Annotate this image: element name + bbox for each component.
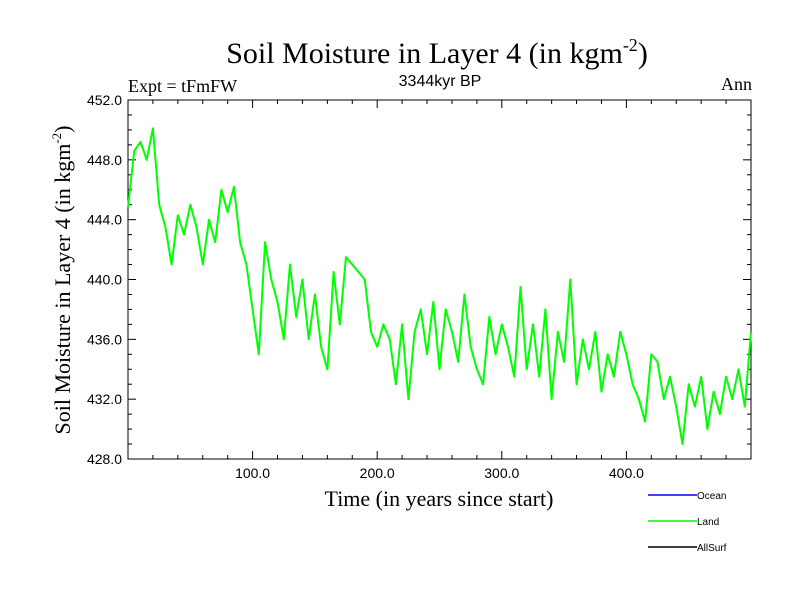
x-tick-label: 200.0 [360,465,395,481]
y-tick-label: 448.0 [87,152,122,168]
chart-title-main: Soil Moisture in Layer 4 (in kgm [226,37,623,70]
axis-ticks [128,100,751,459]
y-tick-label: 452.0 [87,92,122,108]
chart-title-sup: -2 [623,35,638,55]
experiment-label: Expt = tFmFW [128,76,237,96]
y-tick-label: 428.0 [87,451,122,467]
x-tick-label: 100.0 [235,465,270,481]
x-tick-label: 300.0 [484,465,519,481]
legend-label-ocean: Ocean [697,491,726,502]
axis-tick-labels: 100.0 200.0 300.0 400.0 428.0 432.0 436.0 440.0… [87,92,644,481]
y-tick-label: 436.0 [87,331,122,347]
season-label: Ann [721,74,752,94]
plot-area [127,99,752,460]
legend: Ocean Land AllSurf [648,491,727,554]
y-axis-label-main: Soil Moisture in Layer 4 (in kgm [50,144,75,435]
x-axis-label: Time (in years since start) [325,486,554,511]
y-tick-label: 440.0 [87,272,122,288]
chart-subtitle: 3344kyr BP [399,73,482,90]
y-axis-label-close: ) [50,125,75,132]
y-axis-label: Soil Moisture in Layer 4 (in kgm-2) [49,125,75,434]
chart-title-close: ) [638,37,648,70]
series-line-land [127,127,752,445]
legend-label-land: Land [697,517,719,528]
chart-title: Soil Moisture in Layer 4 (in kgm-2) [226,35,648,70]
y-axis-label-sup: -2 [49,133,64,144]
x-tick-label: 400.0 [609,465,644,481]
series-group [127,127,752,445]
legend-label-allsurf: AllSurf [697,543,727,554]
y-tick-label: 444.0 [87,212,122,228]
y-tick-label: 432.0 [87,391,122,407]
